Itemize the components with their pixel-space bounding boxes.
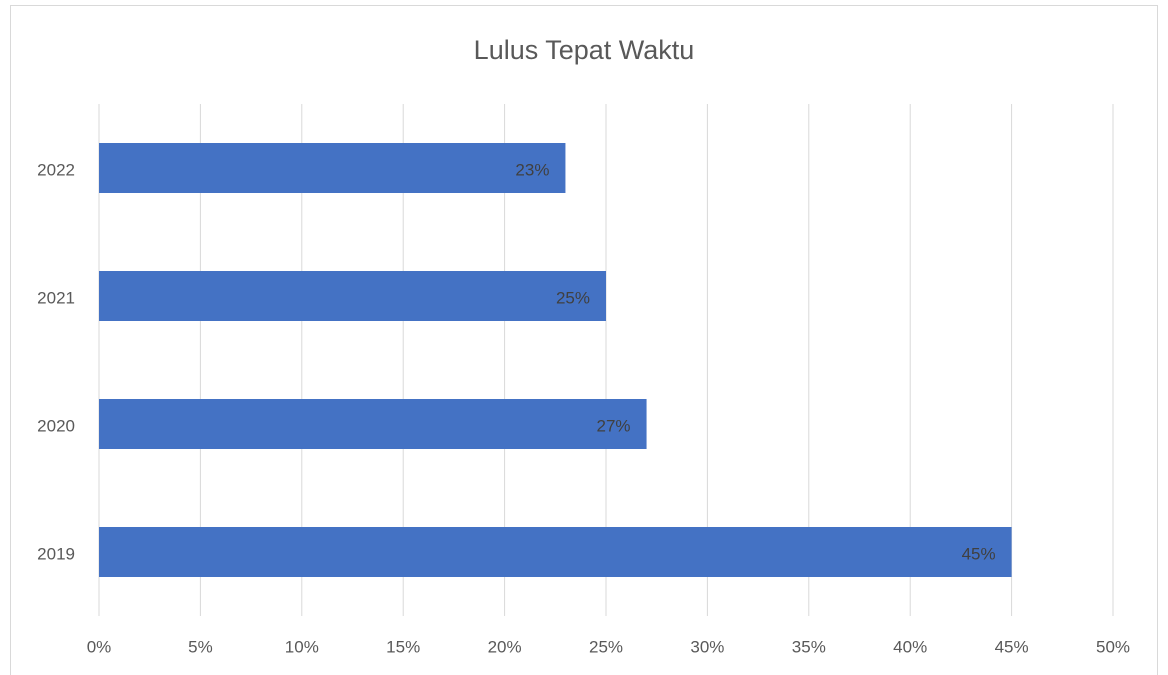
data-label: 45% (962, 544, 996, 563)
x-tick-label: 30% (690, 637, 724, 656)
y-tick-label: 2021 (37, 288, 75, 307)
x-tick-label: 35% (792, 637, 826, 656)
data-label: 25% (556, 288, 590, 307)
data-label: 23% (515, 160, 549, 179)
x-tick-label: 0% (87, 637, 112, 656)
y-tick-label: 2020 (37, 416, 75, 435)
x-tick-label: 45% (995, 637, 1029, 656)
x-tick-label: 15% (386, 637, 420, 656)
bar (99, 399, 647, 449)
x-tick-label: 5% (188, 637, 213, 656)
bar (99, 271, 606, 321)
y-tick-label: 2022 (37, 160, 75, 179)
bar (99, 527, 1012, 577)
x-tick-label: 10% (285, 637, 319, 656)
chart-title: Lulus Tepat Waktu (474, 35, 695, 65)
x-tick-label: 50% (1096, 637, 1130, 656)
y-tick-label: 2019 (37, 544, 75, 563)
x-tick-label: 20% (488, 637, 522, 656)
bar (99, 143, 566, 193)
x-tick-label: 25% (589, 637, 623, 656)
x-tick-label: 40% (893, 637, 927, 656)
data-label: 27% (597, 416, 631, 435)
chart-border (10, 5, 1158, 675)
